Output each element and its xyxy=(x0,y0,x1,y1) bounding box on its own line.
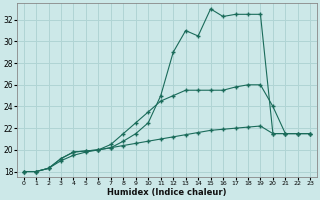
X-axis label: Humidex (Indice chaleur): Humidex (Indice chaleur) xyxy=(107,188,227,197)
